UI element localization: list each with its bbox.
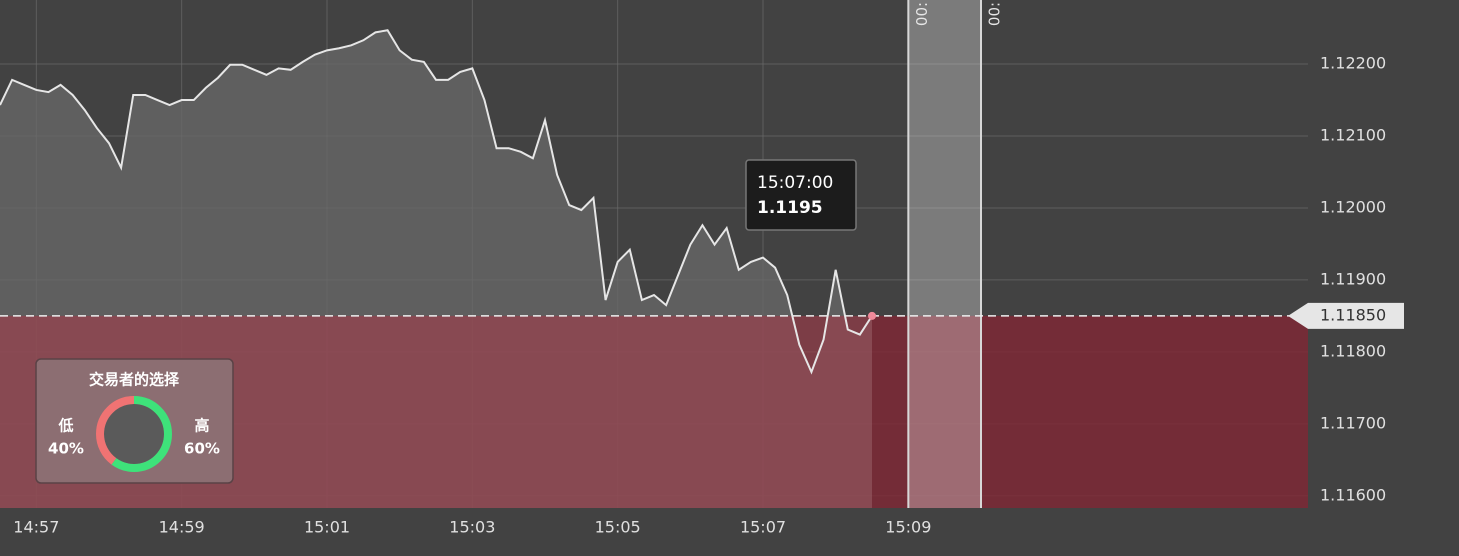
- band-label: 00:: [986, 2, 1004, 26]
- y-tick-label: 1.12000: [1320, 197, 1386, 216]
- low-value: 40%: [48, 440, 84, 458]
- last-point: [868, 311, 876, 320]
- widget-title: 交易者的选择: [89, 371, 180, 389]
- y-tick-label: 1.11700: [1320, 413, 1386, 432]
- donut-center: [104, 404, 164, 464]
- x-tick-label: 15:07: [740, 518, 786, 537]
- expiry-band: [908, 0, 981, 508]
- x-tick-label: 14:59: [159, 518, 205, 537]
- high-value: 60%: [184, 440, 220, 458]
- tooltip-box: [745, 159, 857, 231]
- price-label: 1.11850: [1320, 305, 1386, 324]
- low-label: 低: [57, 417, 73, 435]
- price-label-box: [1288, 302, 1404, 329]
- x-tick-label: 15:01: [304, 518, 350, 537]
- high-label: 高: [194, 417, 209, 435]
- tooltip-value: 1.1195: [757, 198, 823, 218]
- x-tick-label: 15:05: [595, 518, 641, 537]
- band-label: 00:: [913, 2, 931, 26]
- x-tick-label: 14:57: [13, 518, 59, 537]
- x-tick-label: 15:03: [449, 518, 495, 537]
- donut-low: [96, 396, 172, 472]
- price-line: [0, 29, 873, 375]
- y-tick-label: 1.11900: [1320, 269, 1386, 288]
- y-tick-label: 1.11600: [1320, 485, 1386, 504]
- y-tick-label: 1.12100: [1320, 125, 1386, 144]
- y-tick-label: 1.11800: [1320, 341, 1386, 360]
- down-zone-future: [872, 315, 1308, 508]
- y-tick-label: 1.12200: [1320, 54, 1386, 73]
- tooltip-time: 15:07:00: [757, 173, 833, 193]
- x-tick-label: 15:09: [885, 518, 931, 537]
